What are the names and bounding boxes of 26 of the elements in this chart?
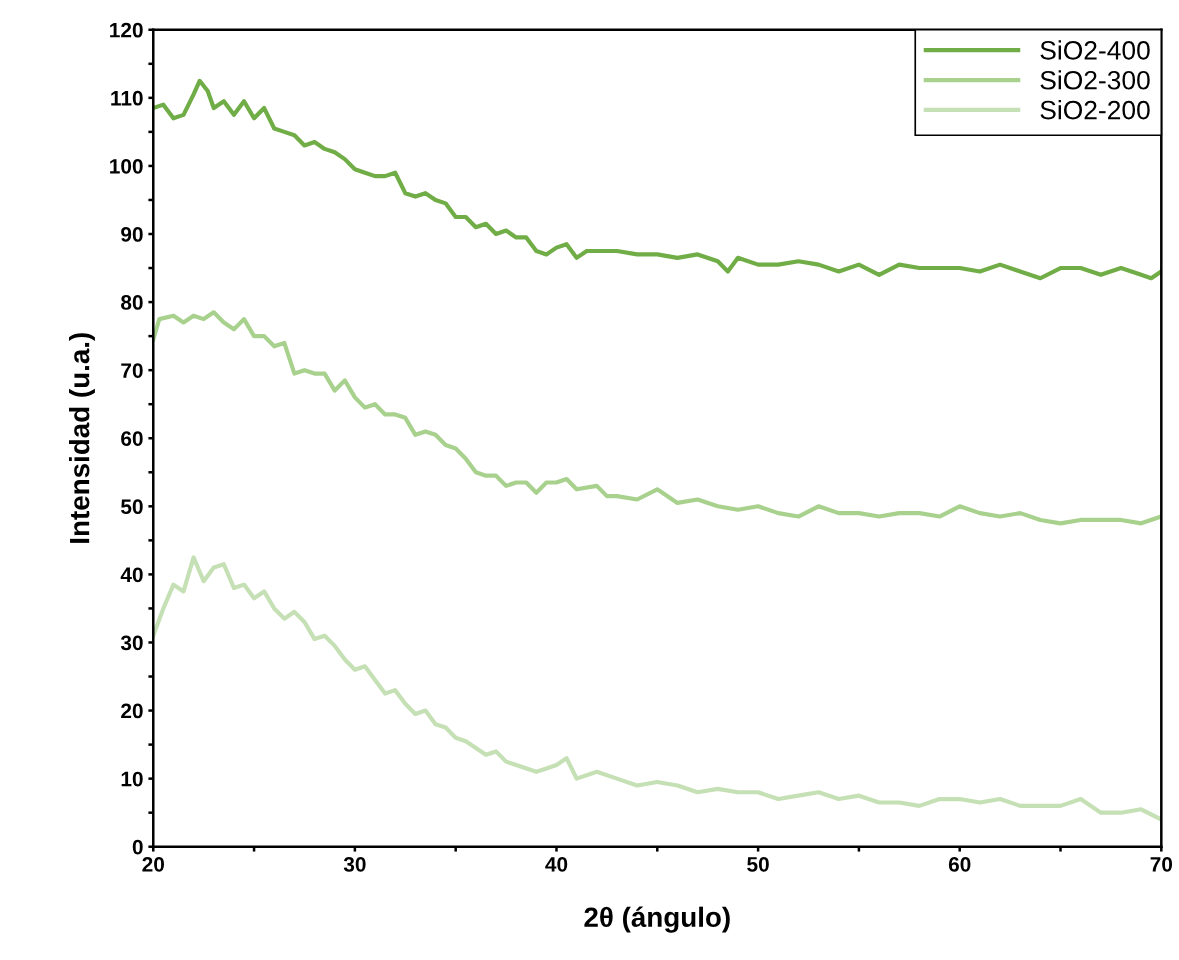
y-tick-label: 90 [121,227,143,242]
y-tick-label: 10 [121,771,143,787]
y-tick-label: 0 [132,839,143,855]
y-tick-label: 110 [111,90,143,106]
y-tick-label: 30 [120,635,143,651]
x-tick-label: 50 [747,856,769,872]
y-tick-label: 40 [120,567,143,583]
legend-label: SiO2-200 [1040,100,1150,120]
legend-label: SiO2-400 [1040,40,1150,60]
x-axis-title: 2θ (ángulo) [584,906,730,933]
y-tick-label: 20 [121,703,143,719]
y-tick-label: 70 [121,363,143,378]
y-tick-label: 80 [121,295,143,310]
x-tick-label: 30 [343,856,366,872]
x-tick-label: 60 [948,856,971,872]
line-series [153,310,1162,526]
y-tick-label: 60 [121,431,143,446]
line-series [153,555,1162,822]
y-tick-label: 120 [110,22,143,38]
y-tick-label: 100 [110,158,143,174]
y-tick-label: 50 [121,499,143,515]
x-tick-label: 20 [142,856,164,872]
legend-label: SiO2-300 [1040,70,1150,90]
y-axis-title: Intensidad (u.a.) [69,333,95,543]
x-tick-label: 70 [1150,856,1173,872]
x-tick-label: 40 [545,856,568,872]
